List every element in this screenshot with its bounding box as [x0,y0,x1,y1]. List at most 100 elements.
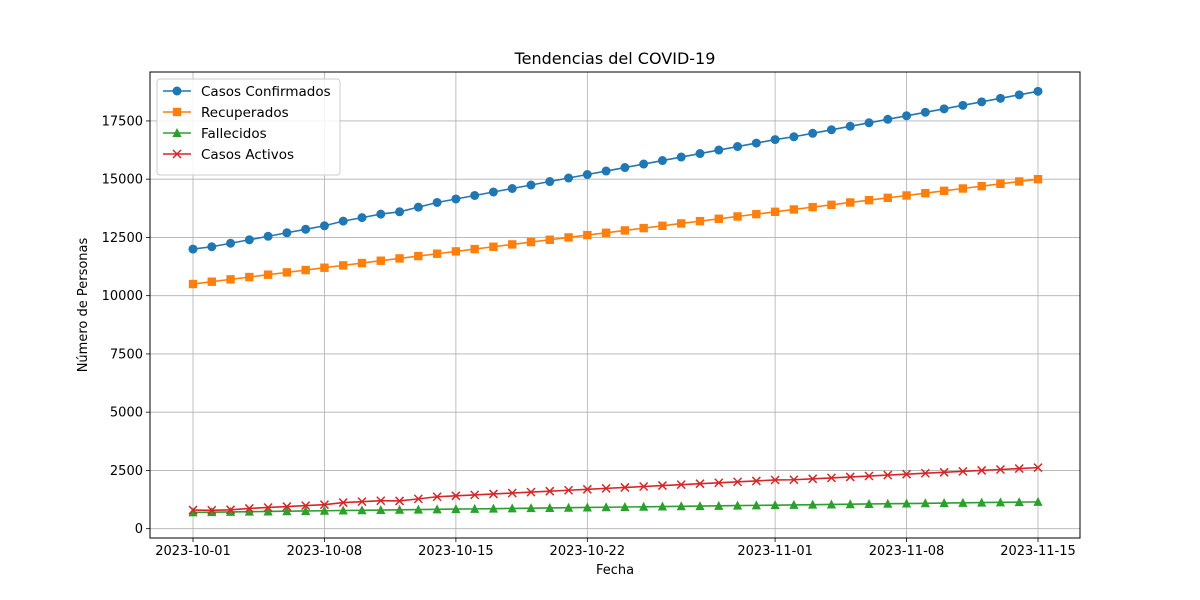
recuperados-point [752,209,761,219]
fallecidos-point [864,498,874,508]
casos-confirmados-point [920,107,930,117]
casos-activos-point [883,470,893,480]
fallecidos-point [714,500,724,510]
casos-confirmados-point [582,170,592,180]
legend-label: Casos Confirmados [201,84,331,100]
casos-activos-point [751,476,761,486]
recuperados-point [677,219,686,228]
fallecidos-point [939,498,949,508]
casos-confirmados-point [977,97,987,107]
casos-activos-point [1033,463,1043,473]
casos-activos-point [301,501,311,511]
chart-title: Tendencias del COVID-19 [514,49,716,68]
fallecidos-point [977,497,987,507]
series-line-fallecidos [192,501,1039,514]
casos-confirmados-point [789,132,799,142]
series-fallecidos [188,496,1043,517]
legend-label: Casos Activos [201,147,294,163]
casos-activos-point [432,492,442,502]
casos-confirmados-point [695,149,705,159]
recuperados-point [357,258,367,268]
legend-fallecidos-point [172,128,182,137]
casos-confirmados-point [733,142,743,152]
casos-confirmados-point [939,104,949,114]
legend-box [156,78,341,176]
legend-casos-activos-point [172,149,182,159]
recuperados-point [620,226,630,235]
casos-activos-point [282,502,292,512]
fallecidos-point [432,504,442,514]
casos-activos-point [620,482,630,492]
recuperados-point [921,188,930,198]
casos-confirmados-point [639,159,649,169]
recuperados-point [395,254,404,263]
fallecidos-point [188,507,198,517]
fallecidos-point [507,503,517,513]
fallecidos-point [901,498,912,508]
casos-activos-point [902,469,912,479]
casos-activos-point [376,496,386,506]
recuperados-point [883,193,892,203]
casos-activos-point [657,481,667,491]
fallecidos-point [920,498,930,508]
casos-confirmados-point [413,202,423,212]
casos-activos-point [939,467,949,477]
recuperados-point [695,216,705,226]
casos-confirmados-point [432,197,442,207]
recuperados-point [770,207,780,216]
series-line-casos-activos [192,466,1039,512]
y-tick-label: 5000 [110,406,143,421]
casos-activos-point [319,500,329,510]
fallecidos-point [376,505,386,515]
fallecidos-point [732,500,743,510]
recuperados-point [601,228,611,237]
casos-activos-point [526,487,536,497]
fallecidos-point [770,500,780,510]
recuperados-point [263,270,273,279]
fallecidos-point [470,503,480,513]
fallecidos-point [263,506,273,516]
casos-confirmados-point [770,135,780,145]
casos-activos-point [244,503,254,513]
recuperados-point [376,256,385,265]
legend-item-casos-confirmados: Casos Confirmados [163,84,331,100]
recuperados-point [977,181,986,191]
recuperados-point [414,251,423,261]
fallecidos-point [563,502,574,512]
y-axis: 0 2500 5000 7500 10000 12500 15000 17500 [102,114,150,537]
casos-activos-point [639,481,649,492]
recuperados-point [282,268,292,277]
casos-confirmados-point [526,180,536,190]
casos-confirmados-point [826,125,836,135]
recuperados-point [320,263,329,272]
x-tick-label: 2023-11-01 [737,544,813,559]
fallecidos-point [751,500,761,510]
casos-activos-point [507,488,517,498]
legend-label: Recuperados [201,105,289,121]
fallecidos-point [845,499,855,509]
casos-activos-point [826,473,836,483]
casos-confirmados-point [507,184,517,193]
casos-activos-point [188,505,198,515]
legend-label: Fallecidos [201,126,267,142]
casos-confirmados-point [226,238,236,248]
casos-activos-point [395,496,405,506]
casos-activos-point [582,484,592,494]
recuperados-point [789,205,799,214]
fallecidos-point [657,501,668,511]
recuperados-point [864,195,874,205]
recuperados-point [188,279,198,289]
recuperados-point [808,202,817,212]
casos-confirmados-point [601,166,611,176]
casos-confirmados-point [545,177,555,187]
fallecidos-point [676,501,686,511]
recuperados-point [564,233,573,242]
casos-activos-point [845,472,855,482]
x-tick-label: 2023-10-22 [550,544,626,559]
casos-activos-point [470,490,480,500]
casos-confirmados-point [1033,86,1043,96]
casos-activos-point [263,502,273,513]
recuperados-point [958,184,968,193]
casos-activos-point [338,498,348,508]
